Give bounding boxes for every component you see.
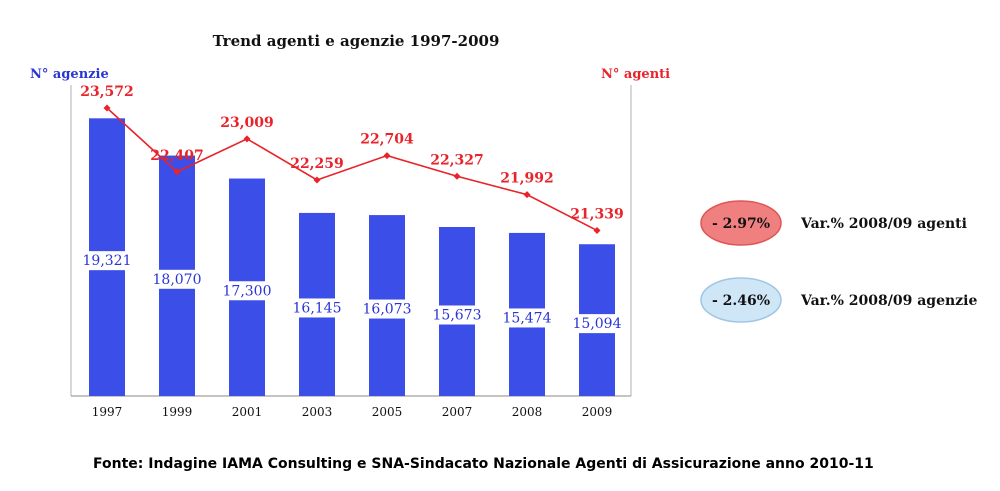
line-point	[453, 172, 461, 180]
x-tick-label: 2007	[442, 405, 473, 419]
x-tick-label: 2005	[372, 405, 403, 419]
line-point	[593, 226, 601, 234]
line-point	[173, 168, 181, 176]
badge-agenti: - 2.97% Var.% 2008/09 agenti	[700, 200, 967, 246]
left-axis-title: N° agenzie	[30, 67, 109, 82]
x-tick-label: 2003	[302, 405, 333, 419]
line-data-label: 22,407	[150, 148, 204, 164]
line-data-label: 21,992	[500, 171, 554, 187]
line-data-label: 23,009	[220, 115, 274, 131]
series-line	[106, 107, 598, 232]
x-tick-group: 1997 1999 2001 2003 2005 2007 2008 2009	[92, 405, 613, 419]
x-tick-label: 1997	[92, 405, 123, 419]
badge-agenti-value: - 2.97%	[712, 216, 770, 232]
bar-label-bg	[500, 308, 554, 328]
chart-title: Trend agenti e agenzie 1997-2009	[213, 32, 500, 50]
bar-data-label: 16,145	[293, 300, 342, 316]
badge-agenzie-value: - 2.46%	[712, 293, 770, 309]
bar-data-label: 18,070	[153, 272, 202, 288]
bar-label-bg	[290, 298, 344, 318]
badge-agenzie: - 2.46% Var.% 2008/09 agenzie	[700, 277, 977, 323]
line-point	[103, 104, 111, 112]
bar-label-bg	[220, 281, 274, 301]
bar-data-label: 19,321	[83, 253, 132, 269]
badge-agenzie-ellipse	[700, 277, 782, 323]
bar-data-label: 16,073	[363, 302, 412, 318]
line-point	[383, 152, 391, 160]
line-data-label: 22,704	[360, 132, 414, 148]
x-tick-label: 2009	[582, 405, 613, 419]
x-tick-label: 2008	[512, 405, 543, 419]
bar-label-bg	[570, 314, 624, 334]
line-point	[313, 176, 321, 184]
right-axis-title: N° agenti	[601, 67, 670, 82]
line-data-label: 22,259	[290, 156, 344, 172]
badge-agenzie-caption: Var.% 2008/09 agenzie	[800, 293, 977, 309]
line-series-agenti	[103, 104, 601, 234]
source-note: Fonte: Indagine IAMA Consulting e SNA-Si…	[93, 456, 874, 472]
bar-data-label: 15,094	[573, 316, 622, 332]
badge-agenti-ellipse	[700, 200, 782, 246]
bar-label-group: 19,321 18,070 17,300 16,145 16,073 15,673 15,4…	[80, 251, 624, 334]
bar-label-bg	[360, 299, 414, 319]
line-data-label: 21,339	[570, 206, 624, 222]
bar-label-bg	[80, 251, 134, 271]
line-point	[523, 191, 531, 199]
x-tick-label: 2001	[232, 405, 263, 419]
bar-label-bg	[430, 305, 484, 325]
bar-data-label: 17,300	[223, 283, 272, 299]
x-tick-label: 1999	[162, 405, 193, 419]
line-data-label: 23,572	[80, 84, 134, 100]
bar-label-bg	[150, 269, 204, 289]
line-data-label: 22,327	[430, 152, 484, 168]
bar-data-label: 15,673	[433, 307, 482, 323]
bar-data-label: 15,474	[503, 310, 552, 326]
line-label-group: 23,572 22,407 23,009 22,259 22,704 22,327 21,9…	[80, 84, 624, 222]
line-point	[243, 135, 251, 143]
badge-agenti-caption: Var.% 2008/09 agenti	[800, 216, 967, 232]
